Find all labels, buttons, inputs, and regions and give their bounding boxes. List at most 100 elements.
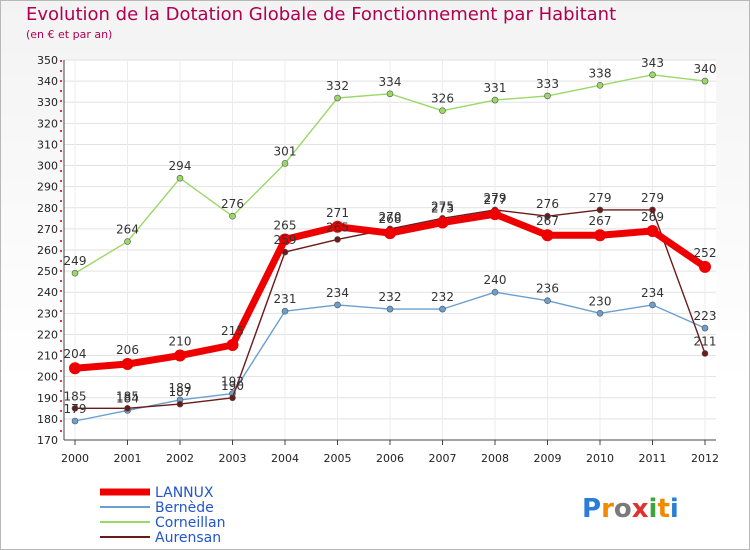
y-tick-label: 200 [37,371,58,384]
data-label-corneillan: 326 [431,92,454,106]
data-label-aurensan: 275 [431,199,454,213]
logo-letter: i [649,494,658,524]
point-aurensan [176,400,184,408]
point-lannux [121,358,134,370]
point-corneillan [649,71,656,79]
logo-letter: r [601,494,614,524]
y-tick-label: 250 [37,265,58,278]
point-lannux [699,260,711,273]
data-label-aurensan: 276 [536,197,559,211]
data-label-bernde: 223 [694,309,717,323]
data-label-aurensan: 185 [64,389,87,403]
point-bernde [386,305,394,313]
data-label-bernde: 232 [379,290,402,304]
logo-letter: x [632,494,649,524]
point-bernde [439,305,446,313]
data-label-bernde: 234 [641,286,664,300]
data-label-lannux: 268 [379,212,402,226]
data-label-bernde: 179 [64,402,87,416]
data-label-lannux: 206 [116,343,139,357]
x-tick-label: 2002 [166,452,194,465]
point-corneillan [71,269,79,277]
y-tick-label: 170 [37,434,58,447]
data-label-corneillan: 340 [694,62,717,76]
data-label-lannux: 267 [536,214,559,228]
legend-label-bernde: Bernède [155,500,214,516]
data-label-bernde: 234 [326,286,349,300]
y-tick-label: 260 [37,244,58,257]
point-lannux [331,220,344,233]
data-label-lannux: 277 [484,193,507,207]
data-label-lannux: 252 [694,246,717,260]
data-label-corneillan: 331 [484,81,507,95]
chart-title: Evolution de la Dotation Globale de Fonc… [26,4,617,25]
point-corneillan [386,90,394,98]
point-corneillan [281,160,289,167]
point-aurensan [596,206,604,214]
logo-letter: i [670,494,679,524]
data-label-aurensan: 279 [641,191,664,205]
point-corneillan [596,82,604,89]
y-tick-label: 310 [37,138,58,151]
point-aurensan [229,394,236,402]
data-label-corneillan: 334 [379,75,402,89]
point-aurensan [124,405,131,412]
point-lannux [436,216,449,229]
y-tick-label: 330 [37,96,58,109]
point-lannux [646,225,659,237]
series-lines [69,71,711,425]
logo-letter: o [614,494,632,524]
y-tick-label: 300 [37,160,58,173]
axes: 170 180 190 200 210 220 230 240 250 260 270 280 290 3… [37,54,719,465]
y-tick-label: 180 [37,413,58,426]
data-label-bernde: 232 [431,290,454,304]
point-lannux [69,362,81,375]
legend-label-lannux: LANNUX [155,485,214,501]
chart-subtitle: (en € et par an) [26,28,113,41]
data-label-corneillan: 249 [64,254,87,268]
point-corneillan [491,96,499,104]
y-tick-label: 350 [37,54,58,67]
logo-text: Proxiti [582,494,679,524]
data-label-aurensan: 187 [169,385,192,399]
y-tick-label: 340 [37,75,58,88]
x-tick-label: 2009 [534,452,562,465]
point-bernde [649,301,656,309]
point-bernde [544,297,551,304]
y-tick-label: 240 [37,286,58,299]
data-label-bernde: 236 [536,282,559,296]
point-bernde [281,307,289,315]
data-label-lannux: 210 [169,335,192,349]
point-bernde [596,310,604,317]
data-label-aurensan: 190 [221,379,244,393]
point-aurensan [701,350,709,357]
data-label-aurensan: 185 [116,389,139,403]
x-tick-label: 2008 [481,452,509,465]
gridlines [64,59,716,441]
point-bernde [701,324,709,332]
data-label-corneillan: 332 [326,79,349,93]
data-labels: 179 184 189 192 231 234 232 232 240 236 230 234 223 2… [64,56,717,416]
y-tick-label: 210 [37,350,58,363]
x-tick-label: 2010 [586,452,614,465]
point-aurensan [71,405,79,412]
logo-letter: P [582,494,601,524]
point-lannux [226,339,239,351]
point-corneillan [544,92,551,100]
data-label-bernde: 230 [589,294,612,308]
data-label-corneillan: 294 [169,159,192,173]
point-lannux [594,229,606,242]
data-label-bernde: 184 [116,391,139,405]
data-label-corneillan: 276 [221,197,244,211]
point-corneillan [701,77,709,85]
point-bernde [334,301,341,309]
x-tick-label: 2001 [114,452,142,465]
point-corneillan [176,174,184,182]
data-label-aurensan: 279 [589,191,612,205]
point-corneillan [124,238,131,245]
data-label-aurensan: 259 [274,233,297,247]
data-label-aurensan: 211 [694,334,717,348]
data-label-lannux: 215 [221,324,244,338]
legend-label-corneillan: Corneillan [155,515,225,531]
